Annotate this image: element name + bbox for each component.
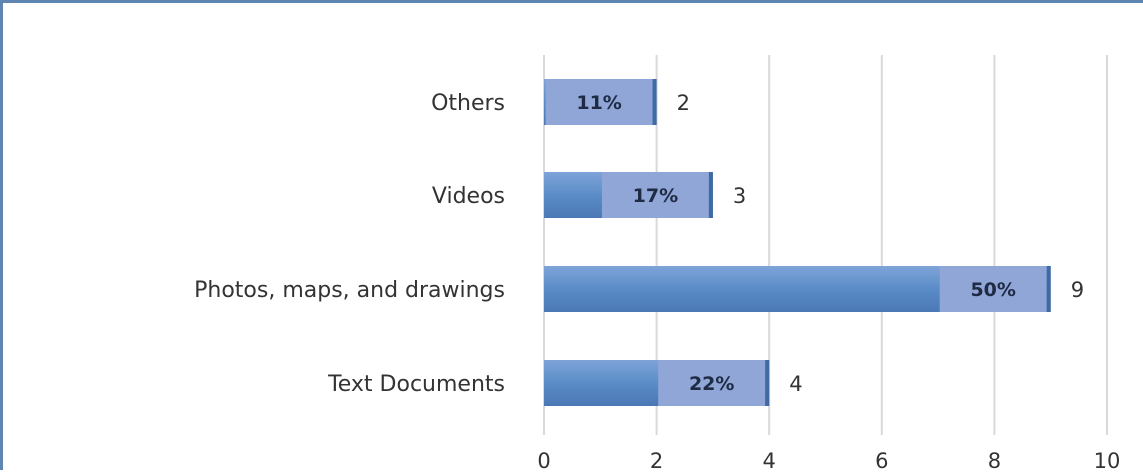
x-tick-label: 2 <box>650 449 663 473</box>
category-label: Others <box>431 91 505 116</box>
bar-value-label: 9 <box>1071 278 1084 302</box>
bar-percent-label: 50% <box>970 279 1015 301</box>
x-tick-label: 10 <box>1094 449 1121 473</box>
bar-percent-segment <box>658 360 766 406</box>
bar-chart: 11% 2 Others 17% 3 Videos 50% 9 Photos, maps, an… <box>194 55 1120 473</box>
x-tick-label: 8 <box>988 449 1001 473</box>
bar-percent-label: 11% <box>576 92 621 114</box>
bar-percent-segment <box>939 266 1047 312</box>
x-tick-label: 6 <box>875 449 888 473</box>
bar-percent-segment <box>601 172 709 218</box>
category-label: Videos <box>432 184 505 209</box>
bar-value-label: 2 <box>677 91 690 115</box>
bars <box>544 79 1051 406</box>
bar-percent-label: 17% <box>633 185 678 207</box>
x-axis-ticks: 0 2 4 6 8 10 <box>537 449 1120 473</box>
bar-edge <box>708 172 713 218</box>
x-tick-label: 0 <box>537 449 550 473</box>
bar-value-label: 3 <box>733 184 746 208</box>
bar-value-label: 4 <box>789 372 802 396</box>
bar-edge <box>1046 266 1051 312</box>
labels: 11% 2 Others 17% 3 Videos 50% 9 Photos, maps, an… <box>194 91 1084 397</box>
x-tick-label: 4 <box>763 449 776 473</box>
bar-percent-label: 22% <box>689 373 734 395</box>
bar-edge <box>652 79 657 125</box>
bar-percent-segment <box>545 79 653 125</box>
bar-edge <box>765 360 770 406</box>
category-label: Photos, maps, and drawings <box>194 278 505 303</box>
category-label: Text Documents <box>327 372 505 397</box>
